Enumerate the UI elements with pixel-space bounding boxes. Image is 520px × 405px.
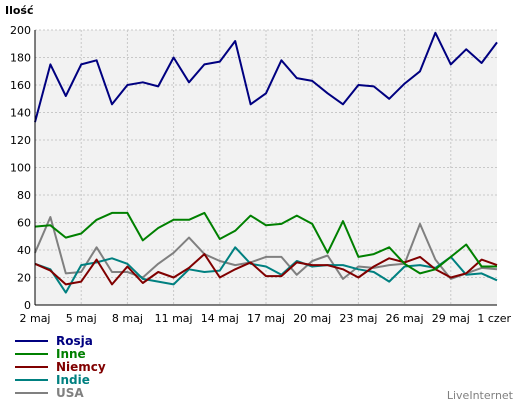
y-axis-label: Ilość [5,4,34,17]
x-tick-label: 11 maj [155,312,193,325]
legend-label-indie: Indie [56,373,90,387]
grid-lines [35,29,497,305]
y-tick-label: 180 [10,52,31,65]
y-tick-label: 40 [17,244,31,257]
y-tick-label: 120 [10,134,31,147]
series-line-niemcy [34,253,498,286]
legend-label-rosja: Rosja [56,334,93,348]
axes [34,30,497,306]
y-tick-label: 80 [17,189,31,202]
series-line-indie [34,246,498,294]
y-tick-label: 140 [10,107,31,120]
series-line-inne [34,211,497,275]
legend-label-usa: USA [56,386,84,400]
y-tick-label: 160 [10,79,31,92]
x-tick-label: 14 maj [201,312,239,325]
x-tick-label: 26 maj [386,312,424,325]
x-tick-label: 29 maj [432,312,470,325]
y-tick-label: 60 [17,217,31,230]
series-line-usa [34,216,498,280]
x-tick-label: 20 maj [293,312,331,325]
y-tick-label: 200 [10,24,31,37]
series-lines [34,31,498,294]
x-tick-label: 1 czer [477,312,511,325]
x-axis-ticks: 2 maj 5 maj 8 maj 11 maj 14 maj 17 maj 20 maj 2… [19,312,511,325]
x-tick-label: 2 maj [19,312,50,325]
y-axis-ticks: 0 20 40 60 80 100 120 140 160 180 200 [10,24,31,312]
x-tick-label: 23 maj [339,312,377,325]
y-tick-label: 100 [10,162,31,175]
legend-label-inne: Inne [56,347,86,361]
x-tick-label: 8 maj [112,312,143,325]
legend-label-niemcy: Niemcy [56,360,106,374]
y-tick-label: 20 [17,272,31,285]
credit-text: LiveInternet [447,389,514,402]
y-tick-label: 0 [24,299,31,312]
x-tick-label: 5 maj [66,312,97,325]
x-tick-label: 17 maj [247,312,285,325]
series-line-rosja [34,31,498,123]
